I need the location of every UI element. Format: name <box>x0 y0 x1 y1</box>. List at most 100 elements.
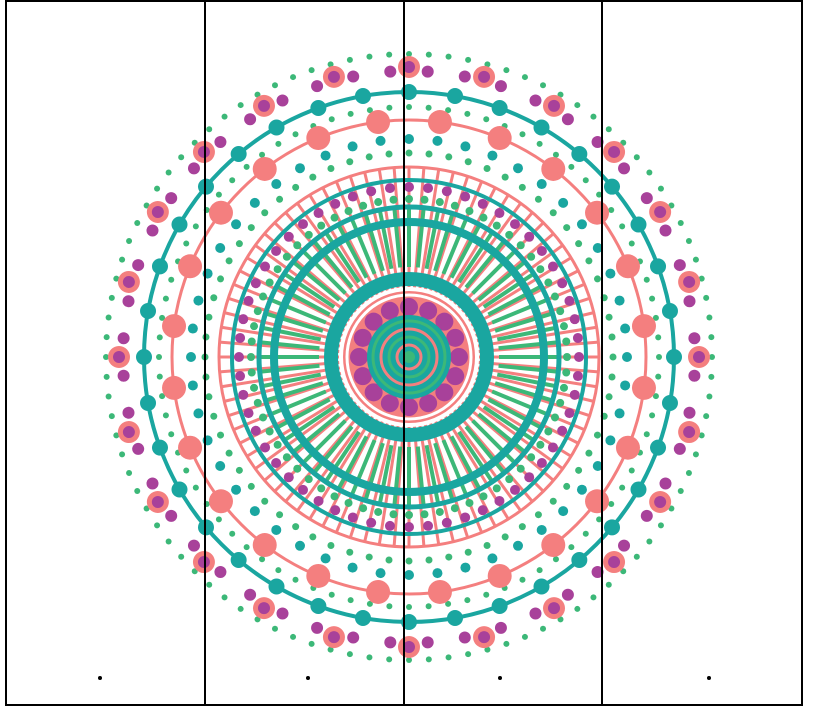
spoke <box>441 217 469 275</box>
dot <box>571 145 588 162</box>
dot <box>237 605 244 612</box>
dot <box>501 533 509 541</box>
dot <box>298 484 309 495</box>
spoke <box>424 209 441 270</box>
dot <box>259 413 268 422</box>
dot <box>366 600 373 607</box>
dot <box>427 579 452 604</box>
dot <box>615 435 640 460</box>
dot <box>108 294 115 301</box>
dot <box>306 563 331 588</box>
dot <box>400 398 418 416</box>
dot <box>420 195 429 204</box>
dot <box>249 506 260 517</box>
dot <box>503 640 510 647</box>
dot <box>659 224 672 237</box>
spoke <box>498 363 559 374</box>
dot <box>562 337 571 346</box>
dot <box>419 394 438 413</box>
dot <box>550 292 559 301</box>
spoke <box>415 207 426 268</box>
dot <box>375 568 386 579</box>
dot <box>572 332 583 343</box>
dot <box>243 544 250 551</box>
spoke <box>269 297 327 325</box>
dot <box>354 609 371 626</box>
dot <box>330 213 339 222</box>
dot <box>575 240 583 248</box>
dot <box>192 223 199 230</box>
dot <box>244 588 257 601</box>
dot <box>146 224 159 237</box>
dot <box>556 307 565 316</box>
dot <box>364 312 383 331</box>
dot <box>187 162 200 175</box>
dot <box>574 605 581 612</box>
dot <box>536 246 547 257</box>
dot <box>366 654 373 661</box>
dot <box>250 322 259 331</box>
dot <box>576 219 587 230</box>
dot <box>330 492 339 501</box>
dot <box>649 412 656 419</box>
dot <box>620 323 631 334</box>
dot <box>421 636 434 649</box>
panel-dot <box>306 676 310 680</box>
dot <box>561 113 574 126</box>
dot <box>311 621 324 634</box>
dot <box>574 102 581 109</box>
dot <box>698 432 705 439</box>
dot <box>259 292 268 301</box>
dot <box>643 276 650 283</box>
dot <box>692 256 699 263</box>
dot <box>271 246 282 257</box>
dot <box>292 131 299 138</box>
dot <box>354 88 371 105</box>
dot <box>582 530 589 537</box>
dot <box>571 552 588 569</box>
dot <box>547 261 558 272</box>
dot <box>208 200 233 225</box>
dot <box>308 67 315 74</box>
dot <box>366 579 391 604</box>
dot <box>478 631 491 644</box>
dot <box>183 240 190 247</box>
dot <box>292 576 299 583</box>
dot <box>505 230 514 239</box>
dot <box>290 633 297 640</box>
dot <box>346 548 354 556</box>
dot <box>534 511 542 519</box>
dot <box>235 332 246 343</box>
dot <box>344 207 353 216</box>
dot <box>159 314 166 321</box>
dot <box>445 107 452 114</box>
dot <box>556 398 565 407</box>
dot <box>295 540 305 551</box>
dot <box>460 141 471 152</box>
spoke <box>312 239 354 289</box>
dot <box>654 496 667 508</box>
dot <box>271 625 278 632</box>
dot <box>122 295 135 308</box>
dot <box>404 522 414 532</box>
dot <box>205 313 213 321</box>
spoke <box>264 381 324 403</box>
dot <box>253 398 262 407</box>
dot <box>683 406 696 419</box>
dot <box>685 238 692 245</box>
dot <box>225 449 233 457</box>
spoke <box>418 425 441 545</box>
dot <box>536 524 547 535</box>
dot <box>650 439 667 456</box>
dot <box>171 216 188 233</box>
dot <box>313 495 324 506</box>
dot <box>494 208 505 219</box>
spoke <box>491 389 549 417</box>
spoke <box>336 435 369 491</box>
spoke <box>457 430 494 483</box>
dot <box>540 625 547 632</box>
spoke <box>453 211 534 305</box>
dot <box>347 141 358 152</box>
dot <box>646 169 653 176</box>
dot <box>327 70 340 83</box>
